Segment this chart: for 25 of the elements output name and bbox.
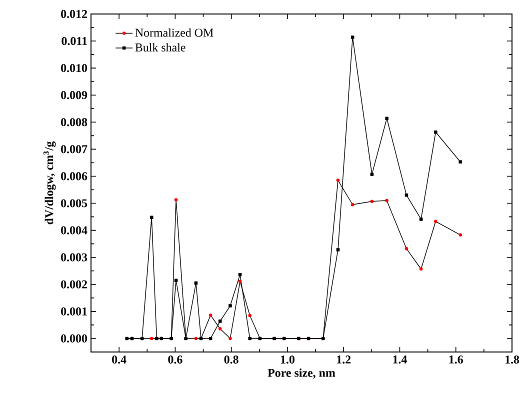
y-tick-label: 0.004	[61, 226, 88, 234]
y-tick-label: 0.007	[61, 145, 88, 154]
y-axis-title: dV/dlogw, cm$^{3}$/g	[43, 141, 56, 224]
x-tick-label: 1.8	[505, 356, 520, 364]
x-tick-label: 1.4	[393, 356, 407, 364]
y-tick-label: 0.002	[61, 280, 87, 288]
legend-label: Bulk shale	[135, 43, 186, 52]
x-tick-label: 1.6	[449, 356, 463, 364]
y-tick-label: 0.003	[61, 253, 88, 262]
y-tick-label: 0.000	[61, 334, 88, 343]
y-tick-label: 0.011	[62, 36, 87, 46]
x-tick-label: 0.8	[224, 356, 238, 364]
x-tick-label: 1.0	[280, 356, 294, 364]
x-axis-title: Pore size, nm	[268, 368, 336, 379]
y-tick-label: 0.010	[61, 64, 88, 72]
y-tick-label: 0.012	[61, 10, 87, 18]
y-tick-label: 0.005	[61, 199, 88, 208]
y-tick-label: 0.009	[61, 91, 88, 100]
y-tick-label: 0.001	[61, 307, 87, 316]
y-tick-label: 0.006	[61, 172, 88, 180]
y-tick-label: 0.008	[61, 118, 88, 126]
legend-label: Normalized OM	[135, 28, 214, 37]
x-tick-label: 1.2	[337, 356, 351, 364]
x-tick-label: 0.6	[168, 356, 182, 364]
x-tick-label: 0.4	[112, 356, 126, 364]
